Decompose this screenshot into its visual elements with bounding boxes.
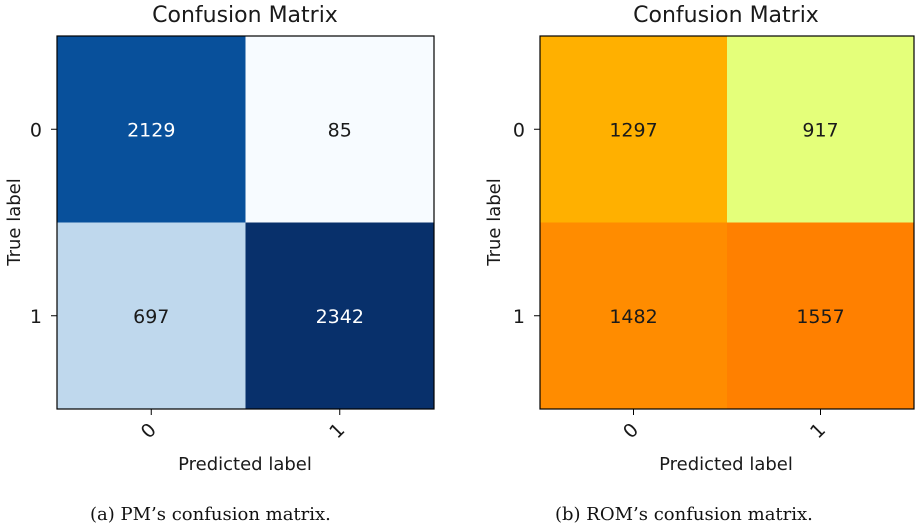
y-tick-label: 1 bbox=[30, 306, 42, 328]
cell-value-label: 697 bbox=[133, 306, 169, 328]
plot-frame bbox=[56, 35, 435, 410]
plot-frame bbox=[539, 35, 915, 410]
matrix-cell bbox=[727, 36, 915, 223]
chart-title: Confusion Matrix bbox=[152, 3, 338, 28]
matrix-cell bbox=[245, 36, 435, 223]
chart-title: Confusion Matrix bbox=[633, 3, 819, 28]
matrix-cell bbox=[57, 222, 246, 410]
matrix-cell bbox=[540, 222, 728, 410]
y-tick-label: 0 bbox=[513, 119, 525, 141]
x-tick-label: 1 bbox=[806, 419, 830, 443]
matrix-cell bbox=[727, 222, 915, 410]
caption-pm: (a) PM’s confusion matrix. bbox=[90, 504, 331, 525]
y-tick-label: 0 bbox=[30, 119, 42, 141]
x-tick-label: 0 bbox=[619, 419, 643, 443]
matrix-cell bbox=[245, 222, 435, 410]
matrix-cell bbox=[540, 36, 728, 223]
cell-value-label: 917 bbox=[802, 119, 838, 141]
y-axis-label: True label bbox=[484, 178, 505, 267]
x-tick-label: 1 bbox=[325, 419, 349, 443]
cell-value-label: 1297 bbox=[609, 119, 657, 141]
x-axis-label: Predicted label bbox=[178, 454, 312, 475]
cell-value-label: 2129 bbox=[127, 119, 175, 141]
cell-value-label: 1482 bbox=[609, 306, 657, 328]
caption-rom: (b) ROM’s confusion matrix. bbox=[555, 504, 813, 525]
confusion-matrix-rom: Confusion Matrix Predicted label True la… bbox=[484, 3, 915, 475]
y-tick-label: 1 bbox=[513, 306, 525, 328]
x-tick-label: 0 bbox=[137, 419, 161, 443]
y-axis-label: True label bbox=[4, 178, 25, 267]
matrix-cell bbox=[57, 36, 246, 223]
cell-value-label: 2342 bbox=[316, 306, 364, 328]
confusion-matrix-pm: Confusion Matrix Predicted label True la… bbox=[4, 3, 435, 475]
x-axis-label: Predicted label bbox=[659, 454, 793, 475]
cell-value-label: 85 bbox=[328, 119, 352, 141]
cell-value-label: 1557 bbox=[796, 306, 844, 328]
